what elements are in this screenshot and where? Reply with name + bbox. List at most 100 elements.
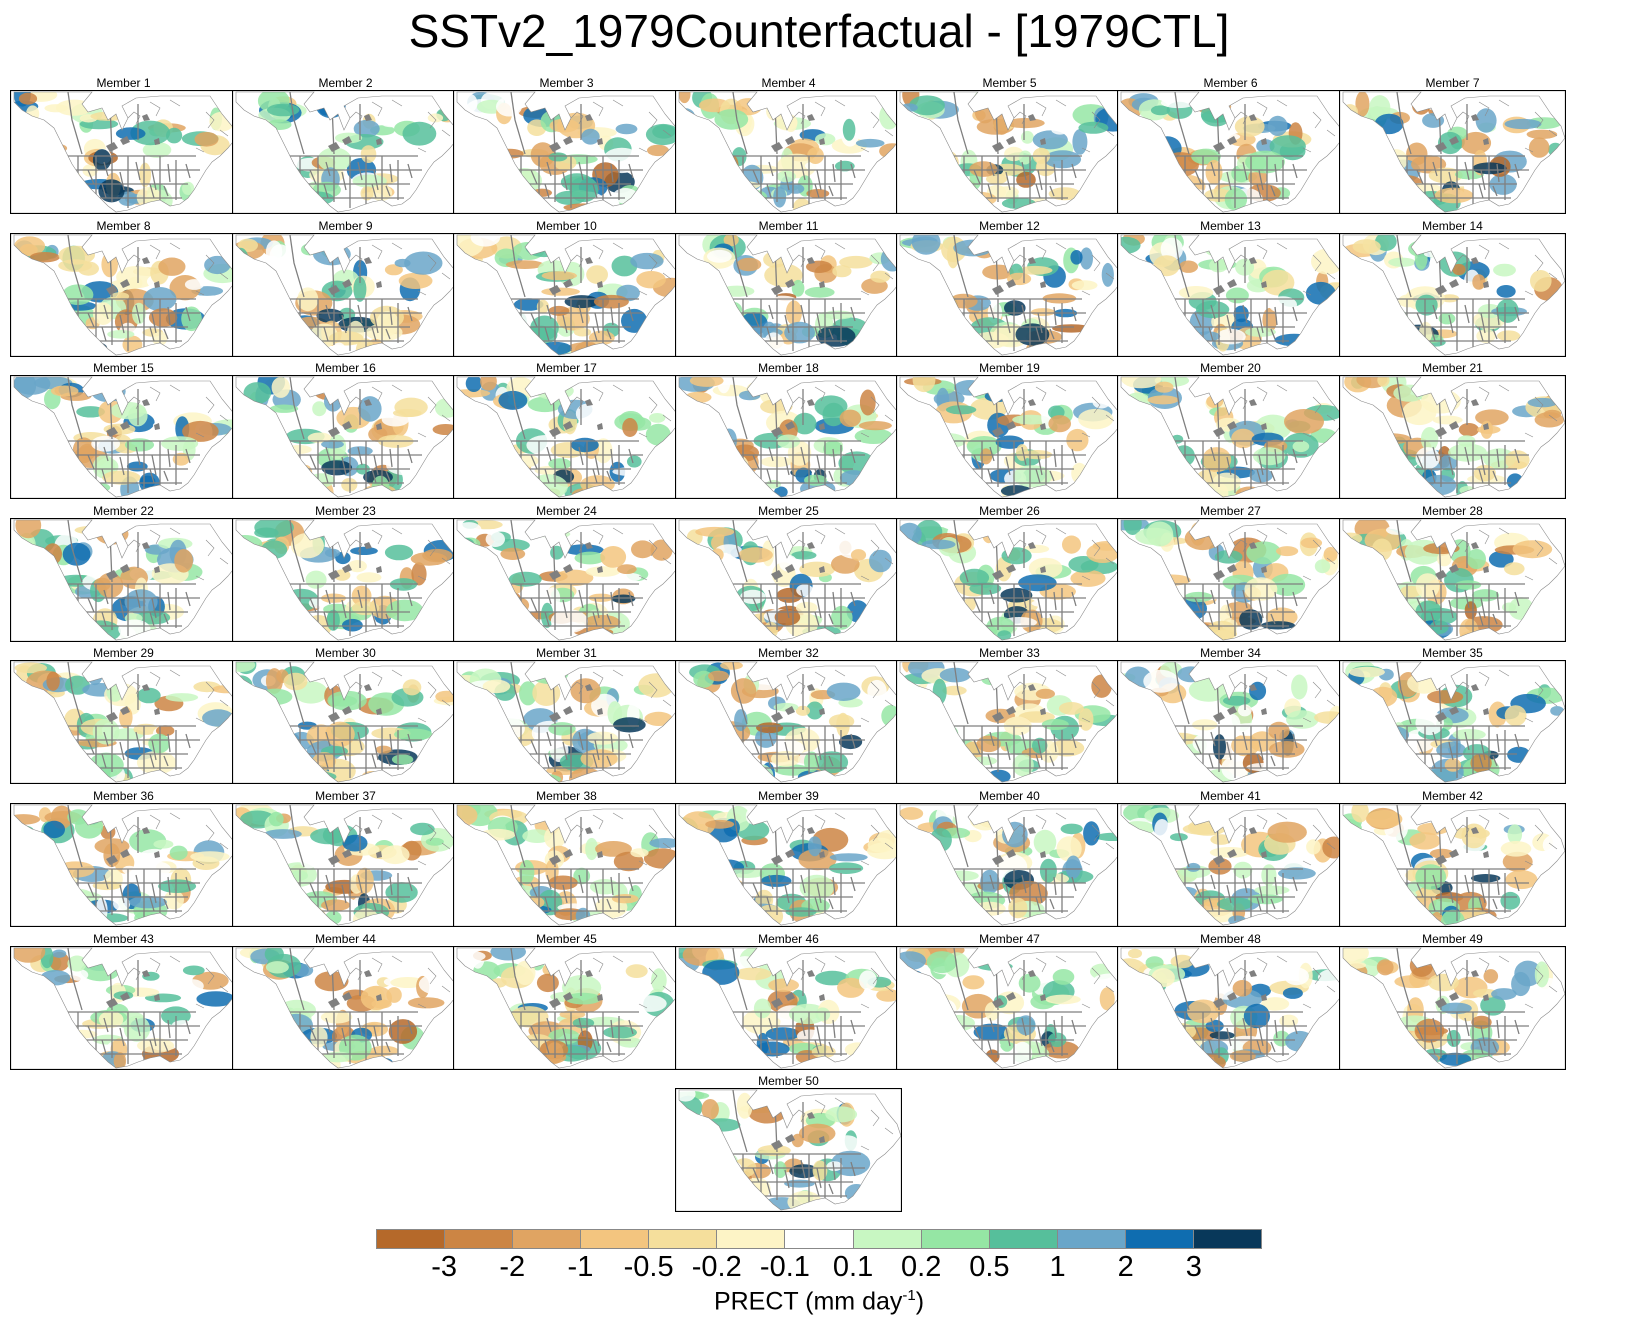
coastline [13, 947, 237, 1069]
anomaly-patch [1247, 894, 1284, 905]
anomaly-patch [548, 305, 570, 316]
lake [597, 566, 603, 573]
anomaly-patch [1086, 543, 1120, 563]
anomaly-patch [459, 93, 478, 113]
anomaly-patch [573, 327, 592, 337]
lake [1227, 564, 1237, 573]
anomaly-patch [1460, 317, 1474, 341]
lake [1261, 566, 1267, 573]
member-label: Member 49 [1422, 932, 1483, 946]
anomaly-patch [1282, 987, 1303, 999]
colorbar-tick-label: 0.2 [901, 1251, 942, 1283]
anomaly-patch [926, 951, 958, 974]
lake [1449, 992, 1459, 1001]
member-label: Member 27 [1200, 504, 1261, 518]
member-map [675, 375, 902, 499]
member-map [10, 946, 237, 1070]
political-borders [719, 235, 865, 351]
anomaly-patch [1458, 423, 1479, 437]
anomaly-patch [723, 235, 739, 247]
lake [154, 708, 160, 715]
anomaly-patch [1262, 307, 1277, 333]
anomaly-patch [627, 455, 642, 468]
lake [807, 1112, 815, 1119]
anomaly-patch [610, 112, 642, 125]
member-map [1339, 803, 1566, 927]
member-panel: Member 29 [10, 646, 237, 788]
political-borders [497, 948, 643, 1064]
lake [563, 706, 573, 715]
anomaly-patch [912, 377, 936, 393]
lake [1483, 994, 1489, 1001]
anomaly-patch [826, 1161, 843, 1172]
political-borders [1161, 662, 1307, 778]
anomaly-patch [419, 713, 433, 726]
coastline [456, 947, 680, 1069]
anomaly-patch [490, 948, 526, 961]
member-map [232, 375, 459, 499]
anomaly-patch [107, 330, 135, 339]
anomaly-patch [1202, 447, 1232, 473]
lake [1261, 994, 1267, 1001]
anomaly-patch [550, 609, 588, 633]
member-map [675, 233, 902, 357]
member-panel: Member 46 [675, 932, 902, 1074]
anomaly-patch [1496, 285, 1516, 298]
member-panel: Member 33 [896, 646, 1123, 788]
anomaly-patch [1209, 258, 1228, 273]
anomaly-patch [1254, 885, 1290, 895]
coastline [235, 376, 459, 498]
lake [819, 281, 825, 288]
lake [1471, 684, 1479, 691]
anomaly-patch [386, 455, 426, 476]
colorbar-title: PRECT (mm day-1) [0, 1280, 1638, 1317]
lake [1028, 114, 1036, 121]
member-panel: Member 41 [1117, 789, 1344, 931]
anomaly-patch [391, 754, 414, 765]
member-panel: Member 2 [232, 76, 459, 218]
anomaly-patch [1068, 556, 1099, 573]
lake [1471, 257, 1479, 264]
anomaly-patch [1004, 300, 1026, 316]
anomaly-patch [982, 264, 1014, 280]
lake [142, 542, 150, 549]
anomaly-patch [1062, 535, 1081, 554]
political-borders [1383, 520, 1529, 636]
anomaly-patch [1070, 569, 1106, 587]
anomaly-patch [341, 478, 358, 492]
lake [154, 851, 160, 858]
lake [819, 566, 825, 573]
member-label: Member 10 [536, 219, 597, 233]
lake [1483, 708, 1489, 715]
anomaly-patch [321, 460, 353, 476]
anomaly-patch [1065, 855, 1081, 879]
member-label: Member 47 [979, 932, 1040, 946]
lake [120, 421, 130, 430]
anomaly-patch [644, 711, 673, 726]
political-borders [276, 948, 422, 1064]
anomaly-patch [1434, 187, 1474, 204]
anomaly-patch [776, 587, 803, 603]
coastline [899, 804, 1123, 926]
member-label: Member 8 [96, 219, 151, 233]
anomaly-patch [839, 409, 861, 427]
anomaly-patch [850, 549, 867, 561]
anomaly-patch [358, 396, 382, 422]
anomaly-patch [806, 701, 824, 720]
anomaly-patch [729, 868, 765, 878]
member-label: Member 45 [536, 932, 597, 946]
anomaly-patch [855, 138, 885, 148]
anomaly-patch [831, 554, 860, 574]
member-panel: Member 16 [232, 361, 459, 503]
anomaly-patch [402, 121, 437, 146]
member-map [675, 946, 902, 1070]
map-frame [1339, 946, 1566, 1070]
anomaly-patch [649, 838, 679, 849]
anomaly-patch [1004, 146, 1024, 162]
precip-anomaly-field [14, 805, 236, 925]
anomaly-patch [1514, 960, 1542, 987]
coastline [1342, 91, 1566, 213]
lake [1028, 542, 1036, 549]
anomaly-patch [1160, 97, 1197, 109]
coastline [1120, 234, 1344, 356]
